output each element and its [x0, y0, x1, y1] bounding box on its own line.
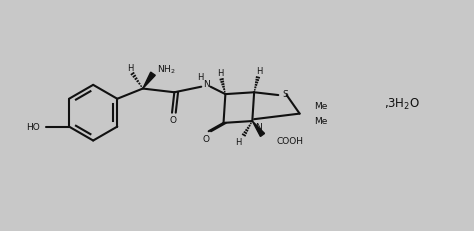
Text: O: O [169, 116, 176, 125]
Text: H: H [128, 64, 134, 72]
Text: S: S [282, 89, 288, 98]
Text: ,3H$_2$O: ,3H$_2$O [384, 96, 419, 112]
Polygon shape [143, 73, 155, 89]
Text: N: N [203, 80, 210, 89]
Text: Me: Me [314, 117, 328, 125]
Text: H: H [197, 73, 203, 82]
Text: O: O [203, 135, 210, 143]
Text: HO: HO [26, 123, 40, 131]
Text: H: H [235, 137, 242, 146]
Text: N: N [255, 123, 262, 131]
Text: COOH: COOH [276, 137, 303, 146]
Text: H: H [256, 67, 263, 76]
Polygon shape [252, 122, 264, 137]
Text: Me: Me [314, 101, 328, 110]
Text: H: H [217, 69, 223, 78]
Text: NH$_2$: NH$_2$ [157, 64, 175, 76]
